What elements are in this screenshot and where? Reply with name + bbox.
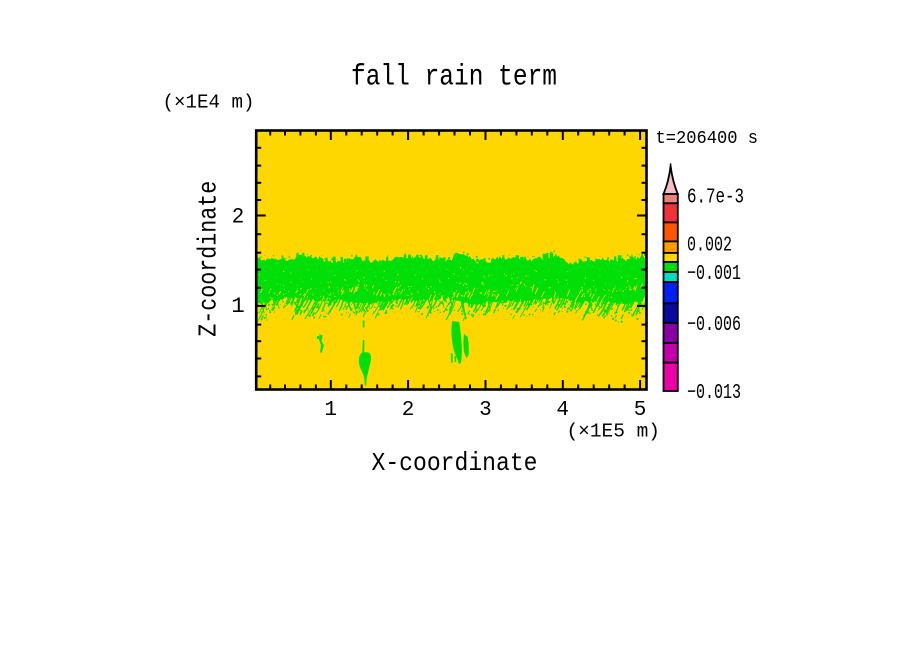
svg-text:−0.006: −0.006	[687, 314, 741, 337]
svg-text:6.7e-3: 6.7e-3	[687, 187, 744, 210]
svg-text:t=206400 s: t=206400 s	[656, 129, 759, 149]
svg-text:X-coordinate: X-coordinate	[372, 448, 538, 478]
svg-text:5: 5	[634, 399, 647, 422]
svg-text:fall rain term: fall rain term	[351, 60, 557, 94]
svg-text:−0.001: −0.001	[687, 263, 741, 286]
svg-text:(×1E5 m): (×1E5 m)	[567, 421, 661, 443]
svg-text:Z-coordinate: Z-coordinate	[194, 181, 224, 337]
svg-text:1: 1	[324, 399, 337, 422]
svg-text:2: 2	[232, 203, 245, 229]
svg-text:(×1E4 m): (×1E4 m)	[163, 92, 255, 114]
svg-text:3: 3	[479, 399, 492, 422]
svg-text:4: 4	[556, 399, 569, 422]
svg-text:2: 2	[402, 399, 415, 422]
svg-text:−0.013: −0.013	[687, 382, 741, 405]
svg-text:1: 1	[231, 293, 245, 319]
svg-text:0.002: 0.002	[687, 234, 732, 257]
